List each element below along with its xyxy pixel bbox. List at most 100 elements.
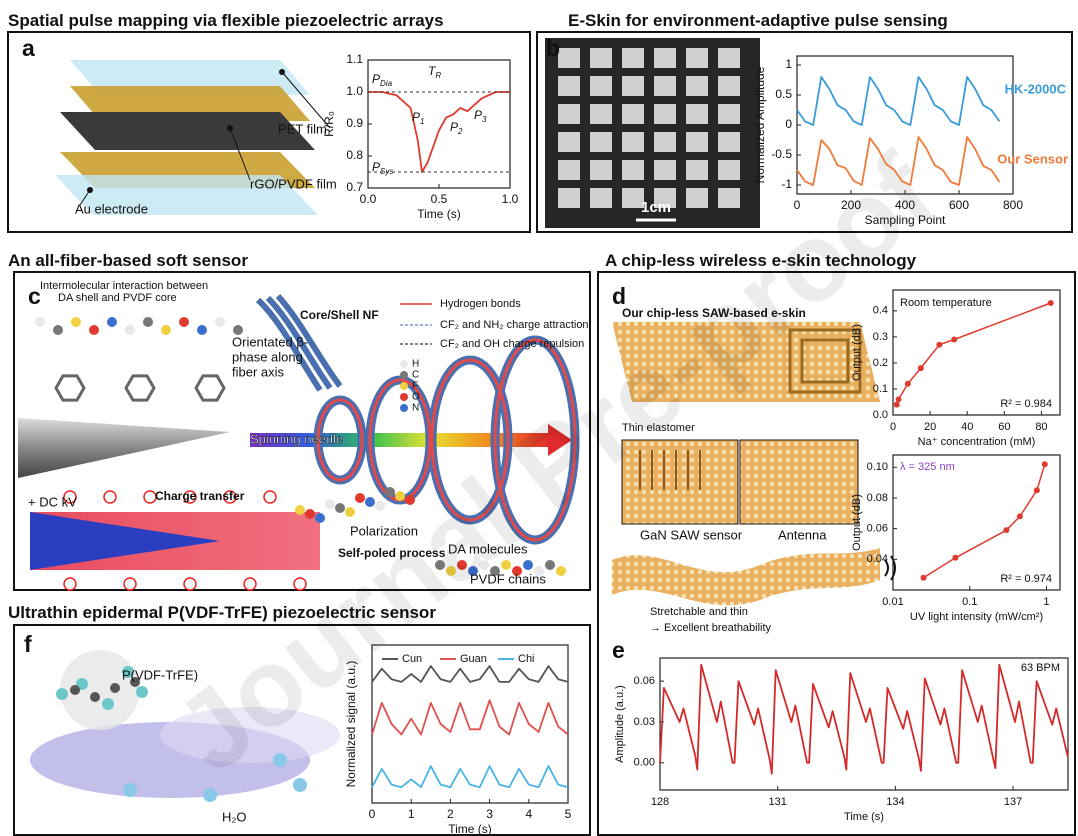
illustration-label: DA shell and PVDF core (58, 292, 177, 304)
annotation: P3 (474, 108, 487, 124)
x-tick-label: 0 (369, 807, 376, 821)
annotation: TR (428, 64, 441, 80)
y-tick-label: 0.7 (346, 180, 363, 194)
y-tick-label: 0.5 (775, 87, 792, 101)
y-axis-label: Output (dB) (851, 494, 863, 551)
legend-label: Chi (518, 653, 535, 665)
illustration-label: fiber axis (232, 364, 285, 379)
panel-heading: An all-fiber-based soft sensor (8, 251, 248, 270)
page: Journal Pre-proofSpatial pulse mapping v… (0, 0, 1078, 836)
data-line (372, 666, 568, 682)
y-tick-label: 0.06 (634, 675, 655, 687)
sensor-pixel (590, 76, 612, 96)
plot-frame (893, 455, 1060, 590)
panel-heading: A chip-less wireless e-skin technology (605, 251, 917, 270)
y-axis-label: Output (dB) (851, 324, 863, 381)
trend-line (924, 464, 1045, 578)
sensor-pixel (622, 160, 644, 180)
atom-swatch (400, 371, 408, 379)
atom-label: F (412, 381, 418, 392)
illustration-label: Hydrogen bonds (440, 298, 521, 310)
data-point (952, 555, 958, 561)
data-line (372, 766, 568, 787)
x-axis-label: UV light intensity (mW/cm²) (910, 611, 1043, 623)
x-tick-label: 200 (841, 198, 861, 212)
sensor-pixel (686, 188, 708, 208)
atom (305, 509, 315, 519)
atom (385, 487, 395, 497)
atom (107, 317, 117, 327)
sensor-pixel (718, 132, 740, 152)
y-tick-label: 0.3 (873, 331, 888, 343)
figure: Journal Pre-proofSpatial pulse mapping v… (0, 0, 1078, 836)
illustration-label: → Excellent breathability (650, 622, 772, 634)
annotation: λ = 325 nm (900, 461, 955, 473)
illustration-label: GaN SAW sensor (640, 527, 743, 542)
illustration-label: Spinning needle (250, 431, 343, 446)
panel-letter: d (612, 283, 626, 309)
sensor-pixel (622, 104, 644, 124)
illustration-label: Our chip-less SAW-based e-skin (622, 306, 806, 320)
x-axis-label: Sampling Point (865, 213, 946, 227)
annotation: Room temperature (900, 297, 992, 309)
y-tick-label: 0.00 (634, 757, 655, 769)
y-tick-label: 0.08 (867, 492, 888, 504)
x-tick-label: 600 (949, 198, 969, 212)
annotation-main: P (474, 108, 482, 122)
data-line (372, 700, 568, 734)
y-axis-label: R/R₀ (322, 111, 336, 137)
annotation-sub: 3 (482, 115, 487, 124)
annotation-sub: 2 (457, 127, 463, 136)
x-tick-label: 0.01 (882, 596, 903, 608)
illustration-label: DA molecules (448, 541, 528, 556)
sensor-pixel (718, 48, 740, 68)
x-axis-label: Time (s) (417, 207, 461, 221)
sensor-pixel (590, 188, 612, 208)
atom-label: H (412, 359, 419, 370)
panel-heading: Ultrathin epidermal P(VDF-TrFE) piezoele… (8, 603, 436, 622)
sensor-pixel (622, 48, 644, 68)
y-tick-label: -1 (781, 177, 792, 191)
x-tick-label: 0.1 (962, 596, 977, 608)
atom (295, 505, 305, 515)
y-axis-label: Normalized Amplitude (753, 66, 767, 183)
ring-molecule (56, 376, 84, 400)
illustration-label: PVDF chains (470, 571, 546, 586)
atom (335, 503, 345, 513)
annotation-main: P (372, 72, 380, 86)
ring-molecule (196, 376, 224, 400)
y-tick-label: 0.03 (634, 716, 655, 728)
x-tick-label: 800 (1003, 198, 1023, 212)
data-point (896, 396, 902, 402)
illustration-label: rGO/PVDF film (250, 176, 337, 191)
x-tick-label: 137 (1004, 796, 1022, 808)
x-tick-label: 80 (1035, 421, 1047, 433)
x-tick-label: 40 (961, 421, 973, 433)
annotation-main: P (450, 120, 458, 134)
y-tick-label: 0.1 (873, 383, 888, 395)
x-axis-label: Time (s) (448, 822, 492, 836)
sensor-pixel (718, 104, 740, 124)
data-point (921, 575, 927, 581)
plot-frame (660, 658, 1068, 790)
sensor-pixel (558, 76, 580, 96)
x-tick-label: 1 (1043, 596, 1049, 608)
panel-letter: f (24, 631, 32, 657)
atom (71, 317, 81, 327)
x-tick-label: 1.0 (502, 192, 519, 206)
layer-illustration (55, 60, 330, 215)
trend-line (897, 303, 1051, 405)
illustration-label: Polarization (350, 523, 418, 538)
sensor-pixel (558, 132, 580, 152)
x-tick-label: 128 (651, 796, 669, 808)
sensor-pixel (718, 160, 740, 180)
x-tick-label: 0 (890, 421, 896, 433)
y-tick-label: 0.4 (873, 305, 888, 317)
y-tick-label: -0.5 (771, 147, 792, 161)
illustration-label: Antenna (778, 527, 827, 542)
sensor-pixel (590, 132, 612, 152)
data-point (936, 342, 942, 348)
y-tick-label: 0 (785, 117, 792, 131)
atom (143, 317, 153, 327)
data-point (1048, 300, 1054, 306)
